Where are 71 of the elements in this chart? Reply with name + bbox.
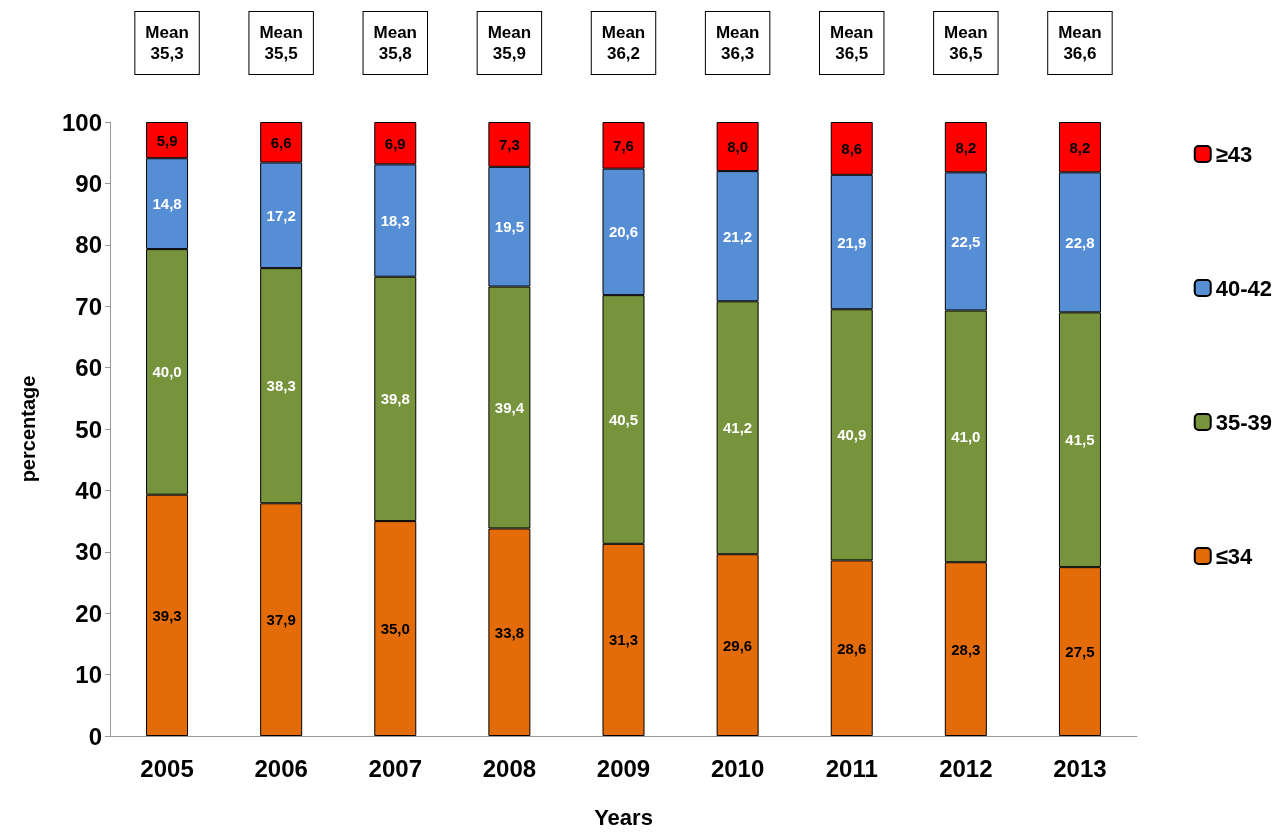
y-tick-label: 90 bbox=[75, 169, 102, 197]
legend-label: ≤34 bbox=[1215, 543, 1254, 569]
text: Mean 36,5 bbox=[944, 23, 988, 63]
data-label: 28,6 bbox=[837, 639, 867, 657]
data-label: 17,2 bbox=[266, 206, 296, 224]
data-label: 7,6 bbox=[613, 136, 634, 154]
y-tick-label: 30 bbox=[75, 538, 102, 566]
legend-label: 40-42 bbox=[1215, 275, 1273, 301]
data-label: 41,2 bbox=[723, 419, 753, 437]
text: Mean 35,9 bbox=[487, 23, 532, 63]
data-label: 14,8 bbox=[152, 195, 182, 213]
data-label: 18,3 bbox=[380, 212, 410, 230]
y-tick-label: 100 bbox=[61, 108, 102, 136]
x-tick-label: 2005 bbox=[140, 754, 194, 782]
x-tick-label: 2009 bbox=[596, 754, 651, 782]
legend-label: ≥43 bbox=[1215, 141, 1253, 167]
data-label: 21,2 bbox=[723, 227, 753, 245]
data-label: 35,0 bbox=[380, 620, 410, 638]
data-label: 37,9 bbox=[266, 611, 296, 629]
x-axis-title: Years bbox=[594, 804, 653, 830]
text: Mean 35,8 bbox=[373, 23, 418, 63]
data-label: 7,3 bbox=[498, 135, 520, 153]
y-tick-label: 40 bbox=[75, 476, 102, 504]
data-label: 8,0 bbox=[727, 138, 749, 156]
data-label: 6,6 bbox=[270, 133, 292, 151]
data-label: 22,5 bbox=[951, 232, 981, 250]
x-tick-label: 2007 bbox=[368, 754, 422, 782]
data-label: 19,5 bbox=[494, 218, 524, 236]
data-label: 39,8 bbox=[380, 390, 410, 408]
data-label: 39,3 bbox=[152, 606, 182, 624]
data-label: 41,0 bbox=[951, 427, 981, 445]
x-tick-label: 2006 bbox=[254, 754, 308, 782]
data-label: 22,8 bbox=[1065, 233, 1095, 251]
y-tick-label: 10 bbox=[75, 661, 102, 689]
x-tick-label: 2008 bbox=[482, 754, 537, 782]
y-tick-label: 60 bbox=[75, 354, 102, 382]
data-label: 38,3 bbox=[266, 377, 296, 395]
data-label: 28,3 bbox=[951, 640, 981, 658]
data-label: 40,9 bbox=[837, 426, 867, 444]
text: Mean 35,3 bbox=[145, 23, 189, 63]
data-label: 8,6 bbox=[841, 139, 863, 157]
data-label: 8,2 bbox=[1069, 138, 1091, 156]
text: Mean 35,5 bbox=[259, 23, 303, 63]
y-tick-label: 70 bbox=[75, 292, 102, 320]
x-tick-label: 2010 bbox=[710, 754, 765, 782]
y-tick-label: 20 bbox=[75, 599, 102, 627]
y-tick-label: 80 bbox=[75, 231, 102, 259]
data-label: 5,9 bbox=[156, 131, 178, 149]
text: Mean 36,3 bbox=[715, 23, 760, 63]
x-tick-label: 2012 bbox=[939, 754, 993, 782]
text: Mean 36,2 bbox=[601, 23, 646, 63]
data-label: 33,8 bbox=[494, 623, 524, 641]
x-tick-label: 2011 bbox=[825, 754, 878, 782]
data-label: 41,5 bbox=[1065, 431, 1095, 449]
data-label: 27,5 bbox=[1065, 643, 1095, 661]
data-label: 20,6 bbox=[608, 223, 639, 241]
y-axis-title: percentage bbox=[17, 375, 39, 483]
data-label: 8,2 bbox=[955, 138, 977, 156]
text: Mean 36,5 bbox=[829, 23, 874, 63]
x-tick-label: 2013 bbox=[1053, 754, 1107, 782]
data-label: 6,9 bbox=[384, 134, 406, 152]
data-label: 29,6 bbox=[723, 636, 753, 654]
data-label: 39,4 bbox=[494, 399, 525, 417]
legend-label: 35-39 bbox=[1215, 409, 1273, 435]
data-label: 31,3 bbox=[608, 631, 639, 649]
y-tick-label: 50 bbox=[75, 415, 102, 443]
data-label: 40,5 bbox=[608, 410, 639, 428]
data-label: 40,0 bbox=[152, 363, 182, 381]
y-tick-label: 0 bbox=[88, 722, 102, 750]
text: Mean 36,6 bbox=[1058, 23, 1102, 63]
data-label: 21,9 bbox=[837, 233, 867, 251]
